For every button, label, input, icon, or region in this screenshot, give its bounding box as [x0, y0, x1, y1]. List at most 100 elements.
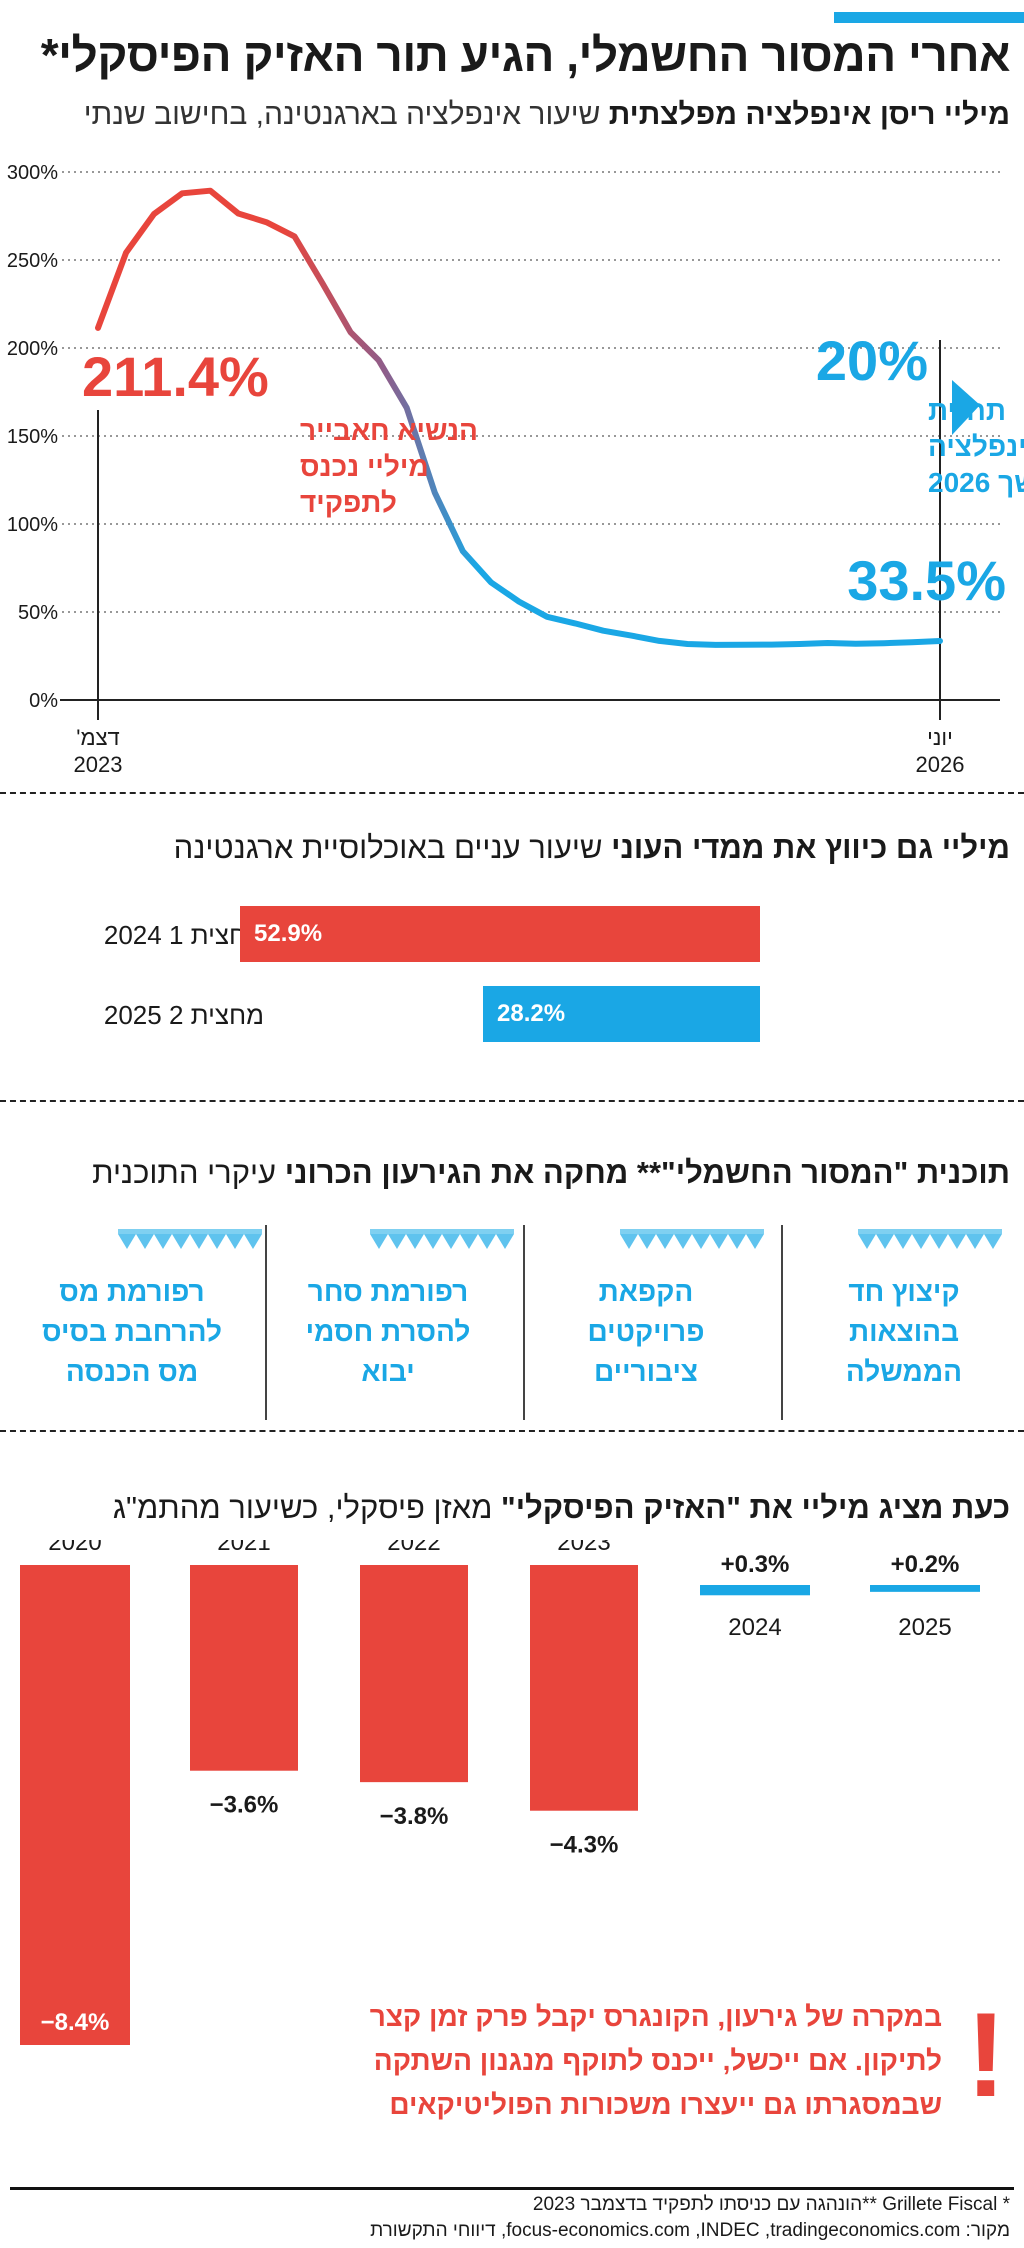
triangle-icon — [172, 1234, 190, 1249]
plan-item-2-line-3: ציבוריים — [594, 1356, 698, 1387]
warning-line-2: לתיקון. אם ייכשל, ייכנס לתוקף מנגנון השת… — [373, 2045, 942, 2076]
y-tick-label: 0% — [29, 690, 58, 712]
triangle-icon — [190, 1234, 208, 1249]
fiscal-bar-value: −3.6% — [210, 1792, 279, 1819]
triangle-icon — [656, 1234, 674, 1249]
triangle-icon — [894, 1234, 912, 1249]
poverty-title: מיליי גם כיווץ את ממדי העוני שיעור עניים… — [174, 830, 1010, 866]
triangle-icon — [244, 1234, 262, 1249]
poverty-bar-value-2: 28.2% — [497, 1000, 566, 1027]
triangle-icon — [388, 1234, 406, 1249]
triangle-icon — [406, 1234, 424, 1249]
line-chart-subtitle-bold: מיליי ריסן אינפלציה מפלצתית — [608, 98, 1010, 131]
forecast-note-line-2: האינפלציה — [928, 431, 1024, 462]
fiscal-title-light: מאזן פיסקלי, כשיעור מהתמ"ג — [112, 1490, 493, 1525]
forecast-arrow-icon — [952, 380, 980, 435]
triangle-icon — [424, 1234, 442, 1249]
plan-item-2: הקפאת פרויקטים ציבוריים — [526, 1272, 766, 1392]
triangle-pattern-icons — [118, 1229, 1002, 1249]
start-value-label: 211.4% — [82, 345, 269, 408]
plan-item-3-line-1: רפורמת סחר — [307, 1276, 469, 1307]
plan-item-1-line-2: בהוצאות — [849, 1316, 959, 1347]
inflation-series-line — [95, 187, 943, 648]
x-start-label-month: דצמ' — [76, 725, 120, 750]
footer-rule — [10, 2187, 1014, 2190]
triangle-icon — [496, 1234, 514, 1249]
fiscal-year-label: 2020 — [48, 1540, 101, 1556]
triangle-icon — [136, 1234, 154, 1249]
y-tick-label: 300% — [7, 162, 58, 184]
plan-item-4-line-3: מס הכנסה — [65, 1356, 199, 1387]
triangle-icon — [912, 1234, 930, 1249]
plan-item-1-line-1: קיצוץ חד — [848, 1276, 960, 1307]
plan-item-2-line-1: הקפאת — [598, 1276, 694, 1307]
plan-item-4-line-2: להרחבת בסיס — [42, 1316, 222, 1347]
start-note-line-1: הנשיא חאבייר — [300, 415, 478, 446]
fiscal-title-bold: כעת מציג מיליי את "האזיק הפיסקלי" — [501, 1490, 1010, 1525]
triangle-icon — [858, 1234, 876, 1249]
fiscal-bar — [700, 1585, 810, 1596]
x-start-label-year: 2023 — [74, 752, 123, 777]
triangle-icon — [984, 1234, 1002, 1249]
triangle-icon — [460, 1234, 478, 1249]
triangle-icon — [746, 1234, 764, 1249]
triangle-strip — [620, 1229, 764, 1234]
inflation-line-chart: 0% 50% 100% 150% 200% 250% 300% 211.4% הנשיא ח… — [7, 162, 1024, 777]
fiscal-bar-value: −3.8% — [380, 1803, 449, 1830]
triangle-icon — [118, 1234, 136, 1249]
triangle-icon — [692, 1234, 710, 1249]
triangle-icon — [930, 1234, 948, 1249]
plan-item-1: קיצוץ חד בהוצאות הממשלה — [784, 1272, 1024, 1392]
fiscal-year-label: 2025 — [898, 1614, 951, 1641]
plan-item-4: רפורמת מס להרחבת בסיס מס הכנסה — [12, 1272, 252, 1392]
triangle-icon — [478, 1234, 496, 1249]
section-divider — [0, 792, 1024, 794]
page-title: אחרי המסור החשמלי, הגיע תור האזיק הפיסקל… — [40, 29, 1011, 81]
triangle-strip — [370, 1229, 514, 1234]
y-tick-label: 50% — [18, 602, 58, 624]
triangle-icon — [226, 1234, 244, 1249]
triangle-icon — [370, 1234, 388, 1249]
plan-decoration — [118, 1229, 1002, 1249]
accent-bar — [834, 12, 1024, 23]
triangle-icon — [638, 1234, 656, 1249]
exclamation-icon: ! — [966, 1988, 1006, 2122]
plan-item-3: רפורמת סחר להסרת חסמי יבוא — [268, 1272, 508, 1392]
start-note-line-2: מיליי נכנס — [300, 451, 429, 482]
plan-item-3-line-3: יבוא — [361, 1356, 415, 1387]
fiscal-bar-value: −4.3% — [550, 1832, 619, 1859]
triangle-icon — [154, 1234, 172, 1249]
fiscal-bar — [20, 1565, 130, 2045]
warning-line-1: במקרה של גירעון, הקונגרס יקבל פרק זמן קצ… — [369, 2001, 942, 2032]
fiscal-bar — [360, 1565, 468, 1783]
fiscal-bar — [870, 1585, 980, 1592]
triangle-icon — [620, 1234, 638, 1249]
y-tick-label: 250% — [7, 250, 58, 272]
poverty-title-light: שיעור עניים באוכלוסיית ארגנטינה — [173, 830, 603, 865]
triangle-icon — [442, 1234, 460, 1249]
line-chart-y-ticks: 0% 50% 100% 150% 200% 250% 300% — [7, 162, 58, 712]
plan-item-3-line-2: להסרת חסמי — [305, 1316, 471, 1347]
fiscal-bars: 2020 −8.4% 2021 −3.6% 2022 −3.8% 2023 −4.3% +0.3… — [20, 1540, 980, 2045]
fiscal-bar-value: +0.3% — [721, 1551, 790, 1578]
triangle-strip — [858, 1229, 1002, 1234]
poverty-bar-2: 28.2% — [483, 986, 760, 1042]
line-chart-subtitle-light: שיעור אינפלציה בארגנטינה, בחישוב שנתי — [83, 98, 601, 131]
inflation-series-points — [98, 191, 940, 645]
forecast-note-line-3: להמשך 2026 — [928, 467, 1024, 498]
line-chart-subtitle: מיליי ריסן אינפלציה מפלצתית שיעור אינפלצ… — [84, 98, 1010, 132]
y-tick-label: 200% — [7, 338, 58, 360]
fiscal-balance-chart: 2020 −8.4% 2021 −3.6% 2022 −3.8% 2023 −4.3% +0.3… — [20, 1540, 980, 2045]
start-note-line-3: לתפקיד — [300, 487, 397, 518]
plan-title-light: עיקרי התוכנית — [92, 1155, 277, 1190]
triangle-icon — [728, 1234, 746, 1249]
y-tick-label: 150% — [7, 426, 58, 448]
plan-separator — [781, 1225, 783, 1420]
triangle-icon — [674, 1234, 692, 1249]
fiscal-bar-value: +0.2% — [891, 1551, 960, 1578]
plan-item-2-line-2: פרויקטים — [587, 1316, 705, 1347]
footer-source: מקור: focus-economics.com ,INDEC ,tradin… — [370, 2220, 1010, 2241]
fiscal-year-label: 2024 — [728, 1614, 781, 1641]
triangle-icon — [966, 1234, 984, 1249]
triangle-icon — [208, 1234, 226, 1249]
